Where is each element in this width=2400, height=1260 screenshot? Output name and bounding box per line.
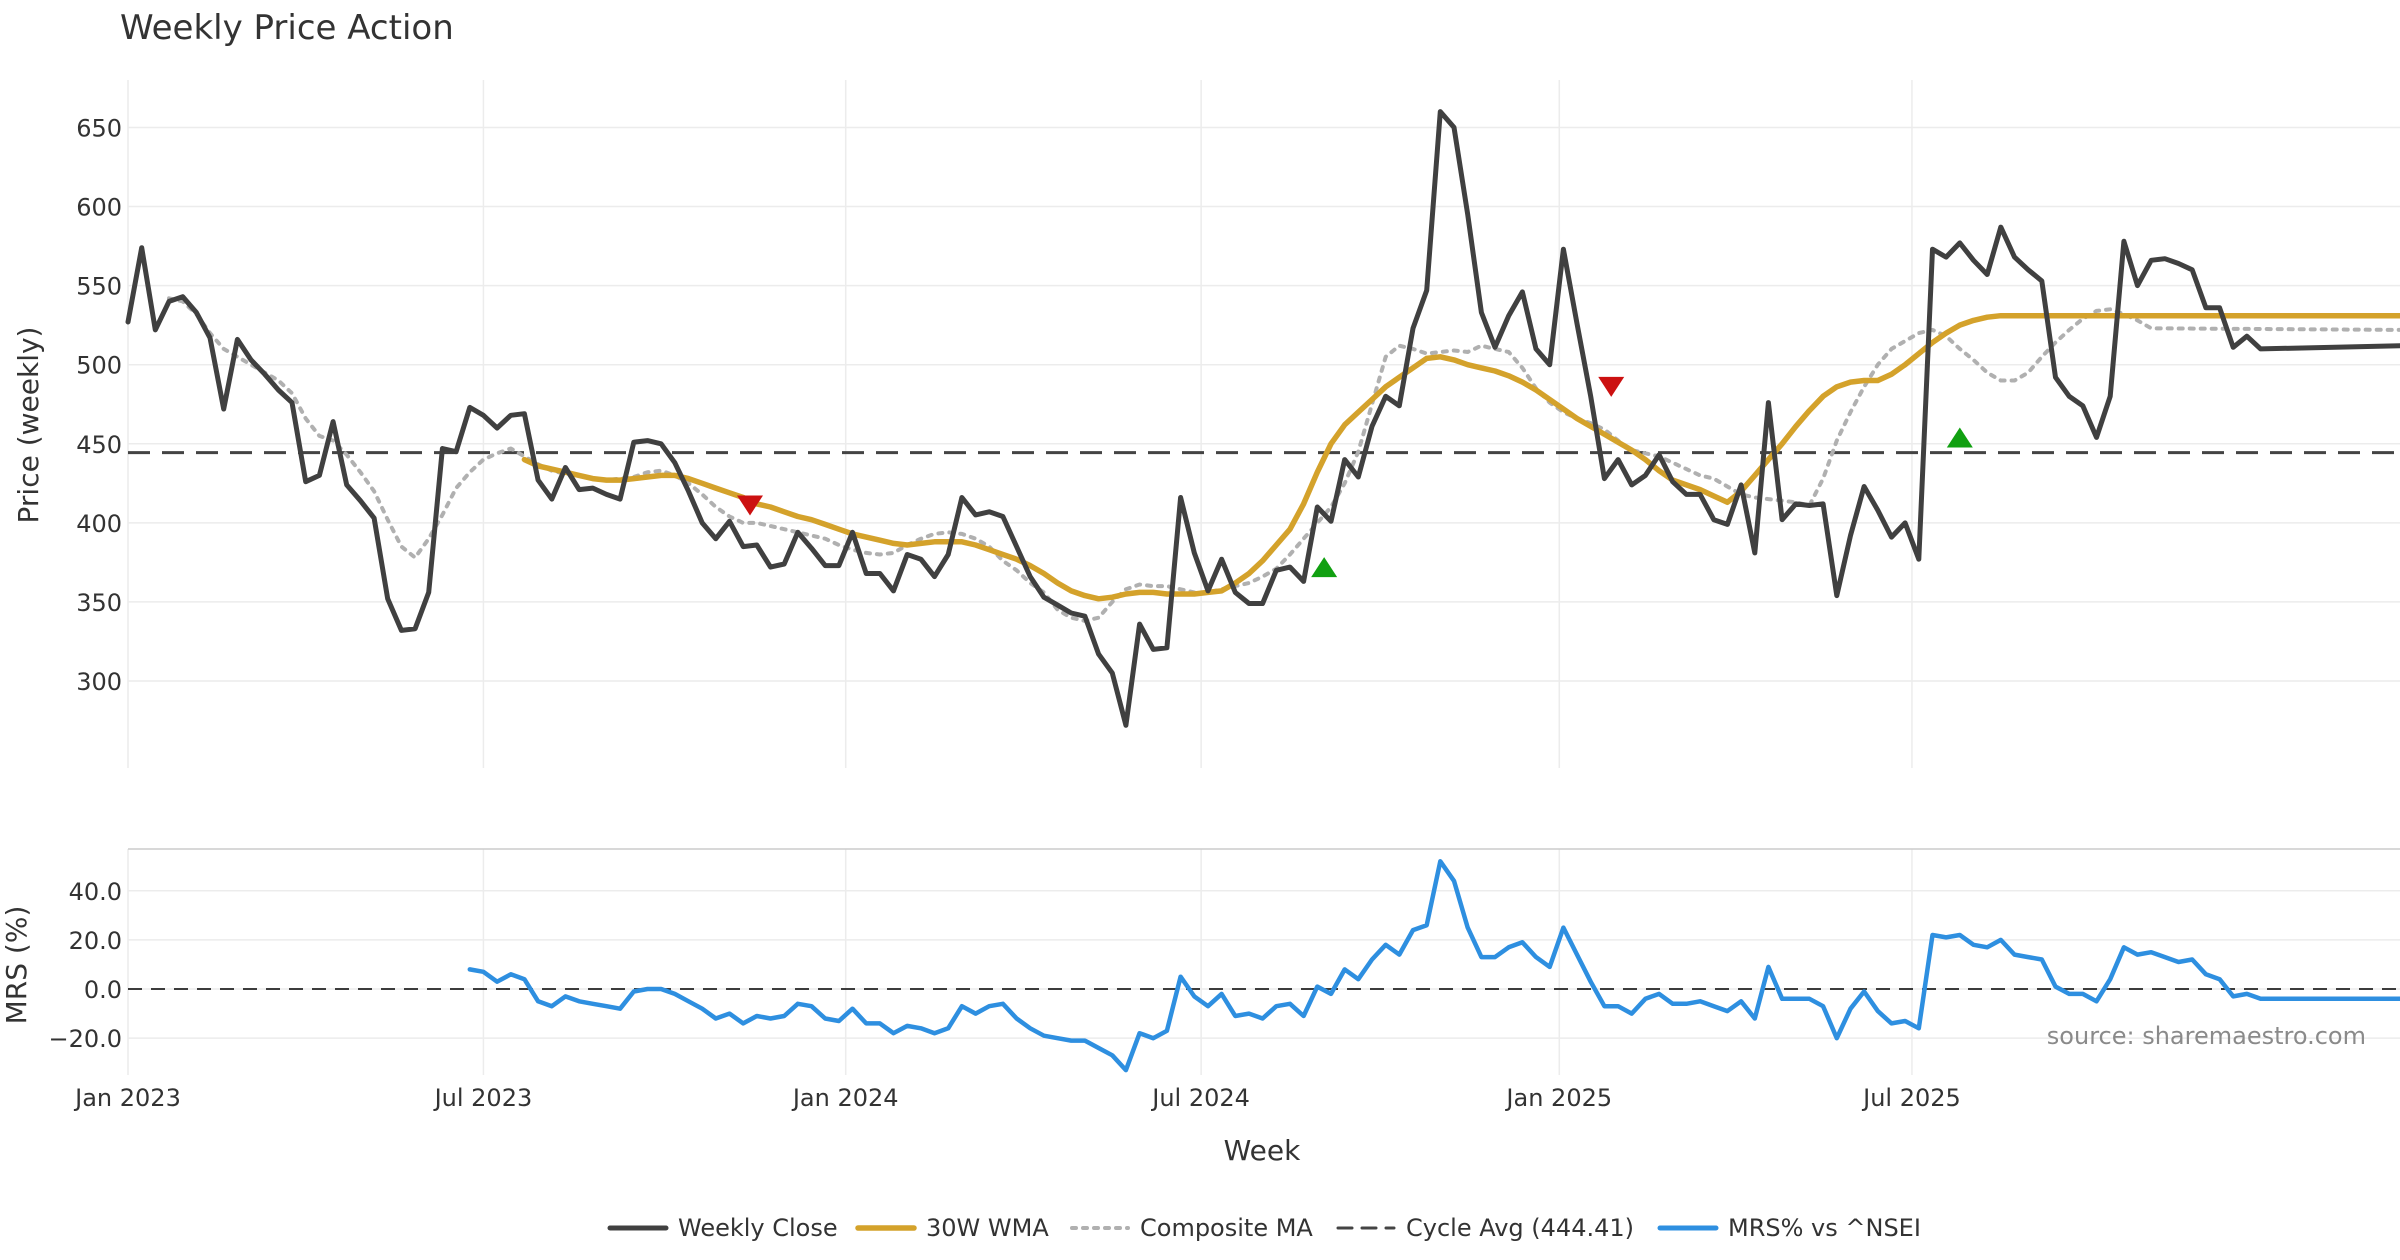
x-tick: Jan 2025 — [1504, 1084, 1612, 1112]
mrs-y-tick: 40.0 — [69, 878, 122, 906]
legend-label: Weekly Close — [678, 1214, 838, 1242]
price-y-tick: 550 — [76, 273, 122, 301]
price-y-axis-label: Price (weekly) — [12, 327, 45, 524]
x-tick: Jul 2024 — [1150, 1084, 1250, 1112]
legend-label: Cycle Avg (444.41) — [1406, 1214, 1634, 1242]
price-y-tick: 400 — [76, 510, 122, 538]
price-y-tick: 500 — [76, 352, 122, 380]
x-tick: Jan 2024 — [791, 1084, 899, 1112]
price-y-tick: 450 — [76, 431, 122, 459]
mrs-y-tick: 20.0 — [69, 927, 122, 955]
mrs-y-tick: 0.0 — [84, 976, 122, 1004]
chart-title: Weekly Price Action — [120, 8, 454, 48]
price-series-group — [125, 109, 2400, 728]
price-gridlines — [127, 80, 2400, 768]
price-y-tick-labels: 300 350 400 450 500 550 600 650 — [76, 114, 122, 696]
buy-signal-marker — [1946, 427, 1973, 448]
x-axis-label: Week — [1224, 1134, 1301, 1167]
buy-signal-marker — [1311, 557, 1338, 578]
mrs-y-axis-label: MRS (%) — [0, 906, 33, 1025]
x-tick: Jul 2025 — [1861, 1084, 1961, 1112]
mrs-series-group — [128, 859, 2400, 1073]
x-tick-labels: Jan 2023 Jul 2023 Jan 2024 Jul 2024 Jan 2025… — [73, 1084, 1961, 1112]
chart-legend: Weekly Close 30W WMA Composite MA Cycle Avg… — [607, 1214, 1921, 1242]
price-y-tick: 600 — [76, 194, 122, 222]
legend-label: 30W WMA — [926, 1214, 1049, 1242]
mrs-line — [467, 859, 2400, 1073]
x-tick: Jul 2023 — [433, 1084, 533, 1112]
price-y-tick: 650 — [76, 114, 122, 142]
wma-30w-line — [521, 312, 2400, 602]
mrs-y-tick: −20.0 — [48, 1025, 122, 1053]
legend-label: Composite MA — [1140, 1214, 1313, 1242]
signal-markers — [736, 376, 1973, 578]
weekly-close-line — [125, 109, 2400, 728]
sell-signal-marker — [1598, 376, 1625, 397]
legend-label: MRS% vs ^NSEI — [1728, 1214, 1921, 1242]
x-tick: Jan 2023 — [73, 1084, 181, 1112]
mrs-y-tick-labels: 40.0 20.0 0.0 −20.0 — [48, 878, 122, 1053]
price-y-tick: 300 — [76, 668, 122, 696]
composite-ma-line — [167, 296, 2400, 623]
price-y-tick: 350 — [76, 589, 122, 617]
source-attribution: source: sharemaestro.com — [2047, 1022, 2366, 1050]
sell-signal-marker — [736, 495, 763, 516]
